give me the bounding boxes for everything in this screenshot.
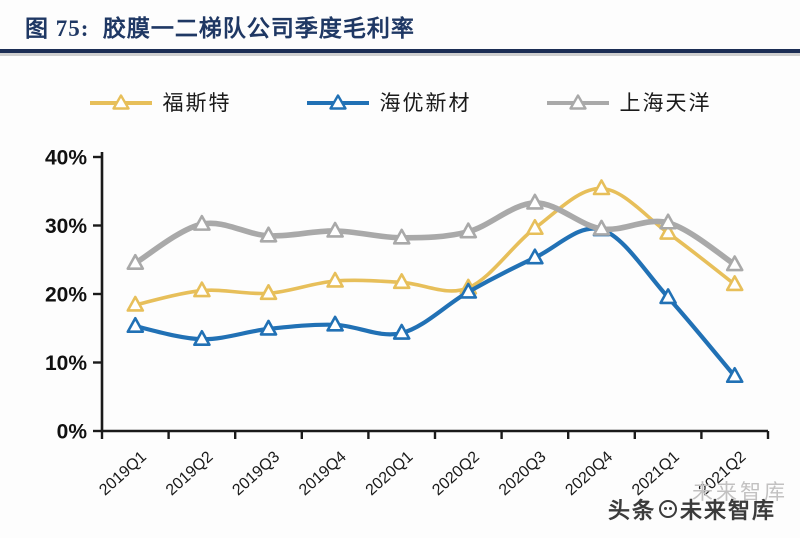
x-tick-label: 2019Q4 xyxy=(296,448,350,499)
series-marker-2 xyxy=(592,219,611,236)
series-marker-2 xyxy=(725,255,744,272)
y-tick-label: 20% xyxy=(45,284,87,307)
chart-legend: 福斯特 海优新材 上海天洋 xyxy=(0,87,800,117)
series-marker-2 xyxy=(126,253,145,270)
axes xyxy=(100,152,768,433)
x-tick-label: 2019Q1 xyxy=(96,448,150,499)
series-marker-1 xyxy=(725,366,744,384)
x-tick-label: 2020Q4 xyxy=(562,448,616,499)
series-marker-1 xyxy=(193,329,211,347)
series-marker-1 xyxy=(126,316,145,333)
series-marker-0 xyxy=(592,179,611,196)
series-marker-2 xyxy=(326,221,344,238)
series-marker-0 xyxy=(126,295,145,312)
series-marker-0 xyxy=(326,271,344,288)
series-marker-0 xyxy=(392,273,411,290)
legend-label: 海优新材 xyxy=(379,91,472,115)
series-marker-0 xyxy=(725,275,744,292)
x-tick-label: 2020Q1 xyxy=(363,448,417,499)
series-marker-1 xyxy=(259,319,278,336)
series-marker-1 xyxy=(659,288,677,305)
series-marker-2 xyxy=(659,213,677,230)
y-tick-label: 10% xyxy=(45,352,87,375)
series-marker-2 xyxy=(392,228,411,245)
series-marker-0 xyxy=(459,278,478,295)
watermark-shadow-text: 未来智库 xyxy=(692,481,788,504)
watermark: 未来智库 头条 未来智库 xyxy=(608,481,785,525)
header-divider xyxy=(0,49,800,53)
series-marker-0 xyxy=(659,223,677,240)
figure-header: 图 75: 胶膜一二梯队公司季度毛利率 xyxy=(0,0,800,49)
legend-item-haiyou: 海优新材 xyxy=(306,87,472,117)
legend-line-triangle-icon xyxy=(89,93,152,110)
series-marker-0 xyxy=(259,284,278,301)
series-marker-2 xyxy=(259,226,278,243)
figure-title: 图 75: 胶膜一二梯队公司季度毛利率 xyxy=(25,16,415,41)
series-marker-2 xyxy=(459,222,478,239)
series-marker-1 xyxy=(326,315,344,332)
series-marker-0 xyxy=(193,281,211,298)
x-tick-label: 2019Q3 xyxy=(229,448,283,499)
y-tick-label: 40% xyxy=(45,147,87,170)
y-tick-label: 0% xyxy=(57,421,88,444)
watermark-main: 头条 未来智库 xyxy=(608,493,776,525)
series-line-1 xyxy=(133,226,737,379)
watermark-suffix: 未来智库 xyxy=(679,498,776,523)
legend-label: 上海天洋 xyxy=(619,91,712,115)
series-marker-1 xyxy=(592,220,611,237)
series-marker-1 xyxy=(459,282,478,299)
legend-label: 福斯特 xyxy=(162,91,232,115)
x-tick-label: 2019Q2 xyxy=(163,448,217,499)
watermark-prefix: 头条 xyxy=(607,498,656,523)
series-marker-1 xyxy=(392,323,411,340)
series-line-0 xyxy=(133,186,737,307)
legend-line-triangle-icon xyxy=(306,93,369,110)
series-marker-2 xyxy=(193,214,211,231)
legend-item-tianyang: 上海天洋 xyxy=(546,87,712,117)
legend-item-fosite: 福斯特 xyxy=(89,87,232,117)
legend-line-triangle-icon xyxy=(546,93,609,110)
y-tick-label: 30% xyxy=(45,215,87,238)
x-tick-label: 2020Q2 xyxy=(429,448,483,499)
series-marker-2 xyxy=(526,193,544,210)
series-line-2 xyxy=(132,200,738,268)
watermark-logo-icon xyxy=(658,500,677,518)
series-marker-0 xyxy=(526,218,544,236)
x-tick-label: 2020Q3 xyxy=(496,448,550,499)
series-marker-1 xyxy=(526,248,544,265)
x-tick-label: 2021Q1 xyxy=(629,448,683,499)
